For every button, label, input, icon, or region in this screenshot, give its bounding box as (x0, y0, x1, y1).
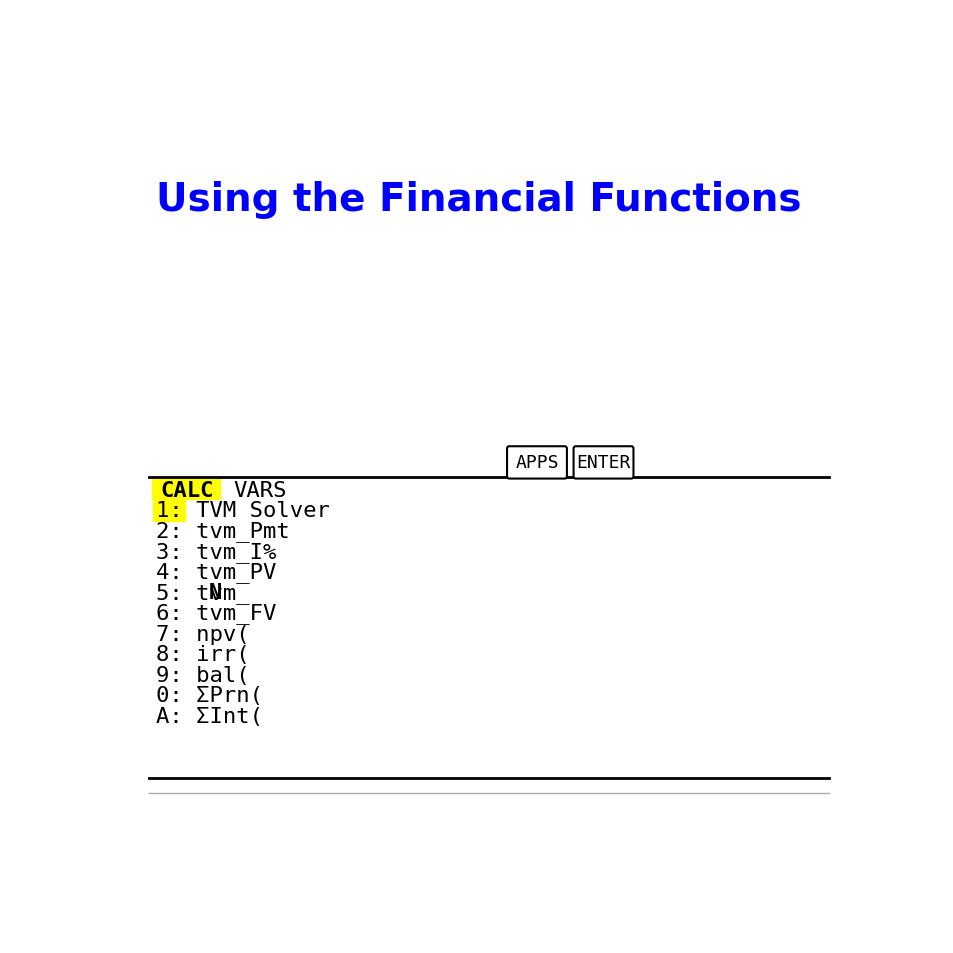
Text: 8: irr(: 8: irr( (156, 644, 250, 664)
Bar (152, 499, 185, 521)
Bar (152, 477, 219, 499)
Text: VARS: VARS (233, 480, 287, 500)
Text: 3: tvm_I%: 3: tvm_I% (156, 541, 276, 562)
FancyBboxPatch shape (506, 447, 566, 479)
Text: N: N (208, 583, 221, 603)
Text: APPS: APPS (515, 454, 558, 472)
Text: 1: TVM Solver: 1: TVM Solver (156, 500, 330, 520)
Text: 6: tvm_FV: 6: tvm_FV (156, 603, 276, 624)
Text: 4: tvm_PV: 4: tvm_PV (156, 562, 276, 582)
Text: A: ΣInt(: A: ΣInt( (156, 706, 263, 726)
Text: 7: npv(: 7: npv( (156, 624, 250, 644)
Text: 5: tvm_: 5: tvm_ (156, 582, 250, 603)
FancyBboxPatch shape (573, 447, 633, 479)
Text: 2: tvm_Pmt: 2: tvm_Pmt (156, 520, 290, 541)
Text: 0: ΣPrn(: 0: ΣPrn( (156, 685, 263, 705)
Text: Using the Financial Functions: Using the Financial Functions (156, 180, 801, 218)
Text: 9: bal(: 9: bal( (156, 665, 250, 685)
Text: ENTER: ENTER (576, 454, 630, 472)
Text: CALC: CALC (160, 480, 213, 500)
